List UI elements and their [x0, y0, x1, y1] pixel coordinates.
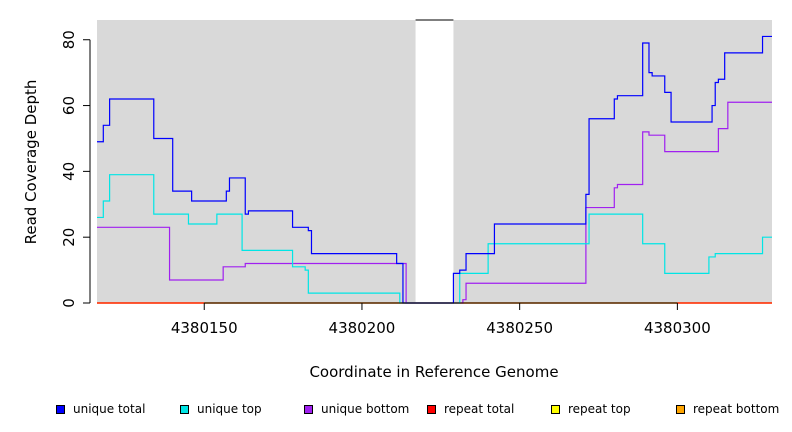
legend-label: repeat total — [444, 402, 515, 416]
legend-item-repeat-bottom: repeat bottom — [676, 400, 779, 418]
legend-label: repeat top — [568, 402, 631, 416]
legend-label: unique bottom — [321, 402, 410, 416]
legend-swatch — [304, 404, 313, 414]
y-tick-label: 20 — [60, 228, 78, 247]
legend-item-unique-bottom: unique bottom — [304, 400, 409, 418]
legend-swatch — [427, 404, 436, 414]
series-line-unique-bottom — [97, 101, 772, 304]
legend-label: repeat bottom — [693, 402, 780, 416]
legend-item-repeat-top: repeat top — [551, 400, 631, 418]
y-tick-label: 60 — [60, 96, 78, 115]
x-tick-label: 4380150 — [171, 319, 238, 337]
legend-swatch — [180, 404, 189, 414]
y-axis-label: Read Coverage Depth — [22, 80, 40, 245]
y-tick-label: 40 — [60, 162, 78, 181]
gap-region — [415, 20, 454, 303]
legend-swatch — [676, 404, 685, 414]
legend-item-repeat-total: repeat total — [427, 400, 514, 418]
y-tick-label: 0 — [60, 298, 78, 308]
legend-label: unique total — [73, 402, 146, 416]
legend-item-unique-total: unique total — [56, 400, 145, 418]
x-tick-label: 4380200 — [329, 319, 396, 337]
x-axis-label: Coordinate in Reference Genome — [309, 363, 558, 381]
y-tick-label: 80 — [60, 30, 78, 49]
legend-item-unique-top: unique top — [180, 400, 262, 418]
x-tick-label: 4380250 — [486, 319, 553, 337]
legend-swatch — [551, 404, 560, 414]
series-line-unique-top — [97, 174, 772, 304]
series-line-unique-total — [97, 35, 772, 304]
legend-label: unique top — [197, 402, 262, 416]
legend-swatch — [56, 404, 65, 414]
legend: unique total unique top unique bottom repea… — [0, 400, 792, 418]
x-tick-label: 4380300 — [644, 319, 711, 337]
